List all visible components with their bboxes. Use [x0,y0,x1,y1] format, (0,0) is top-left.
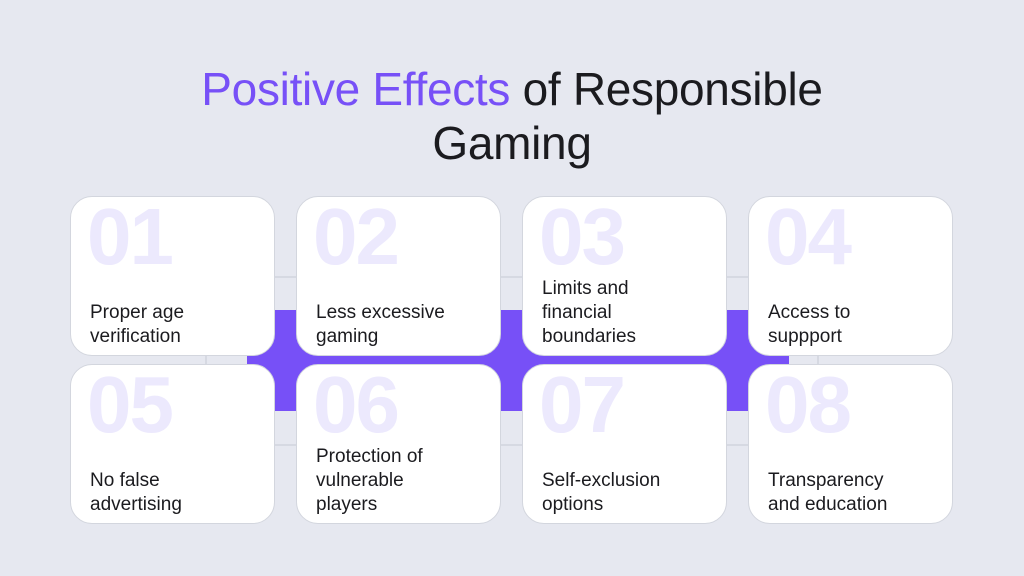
card-number: 03 [539,196,626,281]
card-05: 05 No false advertising [70,364,275,524]
card-number: 04 [765,196,852,281]
card-02: 02 Less excessive gaming [296,196,501,356]
card-04: 04 Access to suppport [748,196,953,356]
card-label: Less excessive gaming [316,301,445,349]
card-07: 07 Self-exclusion options [522,364,727,524]
card-label-line: gaming [316,326,379,347]
card-03: 03 Limits and financial boundaries [522,196,727,356]
card-label: Self-exclusion options [542,469,660,517]
card-label-line: Limits and [542,278,629,299]
card-label-line: Proper age [90,302,185,323]
title-line2: Gaming [432,117,592,169]
card-number: 06 [313,364,400,449]
card-number: 05 [87,364,174,449]
card-label: No false advertising [90,469,182,517]
card-label: Transparency and education [768,469,887,517]
card-label-line: boundaries [542,326,637,347]
card-number: 02 [313,196,400,281]
card-label-line: advertising [90,494,182,515]
connector-line-top [270,276,750,278]
card-label: Access to suppport [768,301,850,349]
card-number: 08 [765,364,852,449]
connector-line-left [205,345,207,375]
title-accent: Positive Effects [201,63,511,115]
card-label-line: vulnerable [316,470,404,491]
title-rest: of Responsible [510,63,823,115]
card-01: 01 Proper age verification [70,196,275,356]
card-08: 08 Transparency and education [748,364,953,524]
card-label-line: verification [90,326,181,347]
card-label-line: players [316,494,378,515]
card-label: Proper age verification [90,301,184,349]
card-label-line: Access to [768,302,851,323]
card-label: Protection of vulnerable players [316,445,423,517]
card-label: Limits and financial boundaries [542,277,636,349]
connector-line-right [817,345,819,375]
card-label-line: Self-exclusion [542,470,661,491]
card-label-line: Protection of [316,446,423,467]
card-label-line: Less excessive [316,302,445,323]
card-06: 06 Protection of vulnerable players [296,364,501,524]
card-label-line: Transparency [768,470,884,491]
card-label-line: No false [90,470,160,491]
page-title: Positive Effects of Responsible Gaming [0,62,1024,170]
card-number: 01 [87,196,174,281]
card-label-line: financial [542,302,612,323]
connector-line-bottom [270,444,750,446]
card-label-line: suppport [768,326,842,347]
card-label-line: and education [768,494,888,515]
card-label-line: options [542,494,604,515]
card-number: 07 [539,364,626,449]
